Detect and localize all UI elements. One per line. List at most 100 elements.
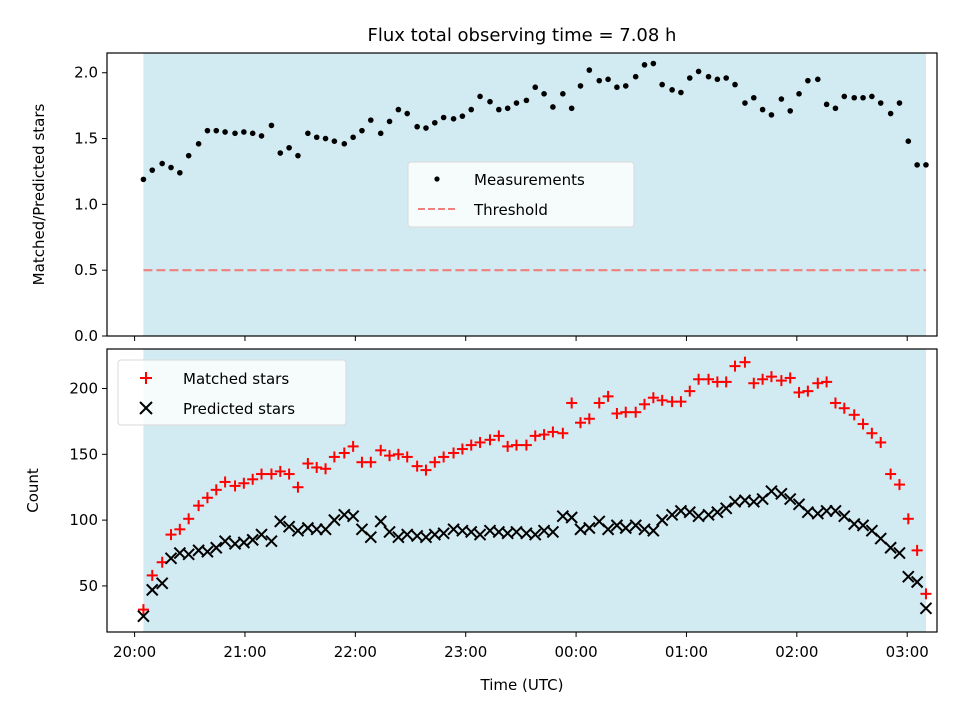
predicted-marker-b: [765, 484, 778, 498]
measurement-point: [232, 130, 238, 137]
predicted-marker-b: [601, 523, 615, 536]
matched-star-point: [502, 440, 514, 452]
matched-star-point: [210, 484, 222, 496]
count-panel-frame: [106, 348, 938, 633]
measurement-point: [513, 100, 520, 106]
matched-star-point: [448, 447, 460, 459]
measurement-point: [669, 87, 675, 93]
predicted-star-point: [210, 541, 223, 554]
predicted-marker-b: [437, 527, 450, 540]
matched-star-point: [848, 409, 860, 421]
measurement-point: [295, 152, 301, 159]
matched-star-point: [411, 460, 423, 472]
predicted-marker-b: [228, 537, 242, 551]
matched-star-point: [639, 398, 651, 410]
matched-star-point: [302, 458, 314, 470]
matched-star-point: [857, 418, 869, 430]
measurement-point: [168, 164, 174, 171]
matched-star-point: [775, 375, 787, 387]
predicted-star-point: [702, 508, 715, 522]
predicted-star-point: [775, 487, 788, 500]
predicted-star-point: [473, 528, 487, 541]
measurement-point: [550, 104, 556, 110]
predicted-marker-b: [629, 519, 642, 532]
matched-star-point: [274, 465, 286, 477]
predicted-marker-b: [419, 531, 433, 544]
predicted-star-point: [747, 495, 760, 508]
ratio-y-tick-label: 1.0: [74, 195, 98, 213]
matched-star-point: [838, 402, 850, 414]
predicted-star-point: [838, 509, 851, 523]
measurement-point: [359, 127, 365, 134]
predicted-star-point: [765, 484, 778, 498]
measurement-point: [896, 100, 903, 106]
predicted-marker-b: [364, 531, 377, 544]
count-panel: 50 100 150 200 20:00 21:00 22:00 23:00 00:00 01:…: [24, 348, 938, 694]
measurement-point: [841, 93, 848, 100]
predicted-marker-b: [902, 570, 915, 583]
x-tick-label: 01:00: [665, 643, 708, 661]
predicted-marker-b: [838, 509, 851, 523]
matched-star-point: [739, 356, 751, 368]
measurement-point: [742, 100, 748, 106]
measurement-point: [622, 83, 629, 89]
measurement-point: [768, 112, 775, 118]
measurement-point: [805, 77, 811, 84]
predicted-star-point: [728, 495, 742, 508]
matched-star-point: [784, 372, 796, 384]
predicted-star-point: [291, 524, 305, 537]
predicted-marker-b: [619, 521, 632, 535]
matched-star-point: [193, 500, 205, 512]
matched-star-point: [392, 448, 404, 460]
matched-star-point: [456, 443, 468, 455]
predicted-star-point: [583, 521, 596, 535]
measurement-point: [851, 94, 858, 101]
predicted-marker-b: [702, 508, 715, 522]
matched-star-point: [757, 373, 769, 385]
predicted-marker-b: [893, 546, 906, 560]
measurement-point: [596, 77, 603, 84]
measurement-point: [659, 81, 665, 88]
measurement-point: [313, 134, 320, 141]
measurement-point: [650, 60, 657, 67]
predicted-star-point: [328, 513, 341, 527]
predicted-star-point: [546, 525, 560, 539]
measurement-point: [814, 76, 821, 83]
matched-star-point: [292, 481, 304, 493]
ratio-panel-frame: [106, 52, 938, 337]
matched-star-point: [538, 429, 550, 441]
matched-star-point: [557, 427, 569, 439]
predicted-star-point: [218, 534, 232, 548]
predicted-marker-b: [692, 509, 705, 523]
predicted-marker-b: [655, 513, 669, 527]
matched-star-point: [920, 588, 932, 600]
count-y-tick-label: 50: [79, 577, 98, 595]
x-tick-label: 02:00: [775, 643, 818, 661]
predicted-marker-b: [801, 506, 815, 519]
predicted-marker-b: [401, 528, 414, 541]
ratio-panel: 0.00.51.01.52.0 Matched/Predicted stars …: [30, 52, 938, 345]
predicted-marker-b: [218, 534, 232, 548]
measurement-point: [241, 129, 247, 135]
legend-predicted-label: Predicted stars: [183, 400, 295, 418]
predicted-marker-b: [574, 523, 587, 536]
measurement-point: [404, 110, 411, 117]
count-y-tick-label: 150: [69, 445, 98, 463]
chart-title: Flux total observing time = 7.08 h: [368, 25, 677, 46]
predicted-marker-b: [274, 515, 287, 528]
predicted-star-point: [665, 508, 679, 522]
count-legend: Matched stars Predicted stars: [117, 359, 347, 426]
measurement-point: [268, 122, 275, 129]
predicted-star-point: [146, 583, 159, 597]
measurement-point: [541, 91, 547, 97]
predicted-marker-b: [546, 525, 560, 539]
predicted-marker-b: [155, 577, 169, 590]
measurement-point: [496, 106, 502, 113]
predicted-star-point: [529, 528, 542, 541]
predicted-star-point: [647, 524, 660, 537]
predicted-star-point: [565, 511, 578, 524]
predicted-star-point: [820, 504, 833, 518]
predicted-star-point: [893, 546, 906, 560]
predicted-star-point: [919, 602, 933, 615]
